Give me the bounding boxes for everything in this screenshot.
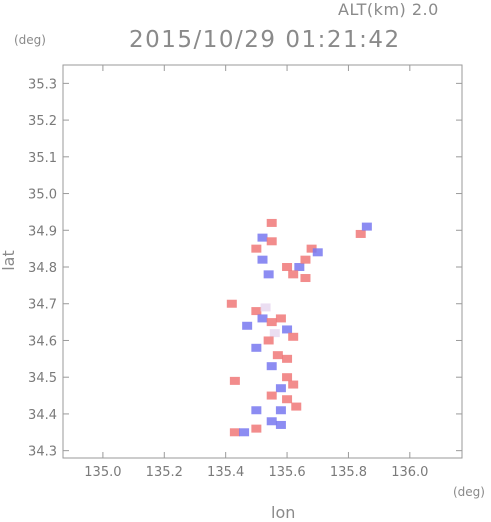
echo-cell xyxy=(282,373,293,382)
echo-cell xyxy=(282,395,293,404)
echo-cell xyxy=(275,384,286,393)
echo-cell xyxy=(251,307,262,316)
plot-frame xyxy=(62,64,463,459)
y-tick-label: 35.2 xyxy=(28,114,57,129)
datetime-title: 2015/10/29 01:21:42 xyxy=(129,27,401,53)
echo-cell xyxy=(275,420,286,429)
y-tick-label: 34.6 xyxy=(28,334,57,349)
y-tick-label: 34.8 xyxy=(28,261,57,276)
echo-cell xyxy=(282,325,293,334)
echo-cell xyxy=(266,237,277,246)
echo-cell xyxy=(226,299,237,308)
x-tick-label: 136.0 xyxy=(391,465,428,480)
echo-cell xyxy=(229,376,240,385)
echo-cell xyxy=(257,233,268,242)
y-tick-label: 34.7 xyxy=(28,298,57,313)
altitude-label: ALT(km) 2.0 xyxy=(338,0,439,19)
echo-cell xyxy=(306,244,317,253)
echo-cell xyxy=(294,263,305,272)
x-unit-label: (deg) xyxy=(453,485,485,499)
echo-cell xyxy=(266,417,277,426)
x-tick-label: 135.0 xyxy=(84,465,121,480)
echo-cell xyxy=(266,391,277,400)
echo-cell xyxy=(266,218,277,227)
y-tick-label: 34.9 xyxy=(28,224,57,239)
echo-cell xyxy=(300,255,311,264)
echo-cell xyxy=(361,222,372,231)
echo-cell xyxy=(275,314,286,323)
echo-cell xyxy=(272,351,283,360)
echo-cell xyxy=(263,336,274,345)
x-tick-label: 135.2 xyxy=(146,465,183,480)
axis-ticks: 135.0 135.2 135.4 135.6 135.8 136.0 34.3 34.4 34… xyxy=(28,65,462,480)
y-tick-label: 35.0 xyxy=(28,188,57,203)
echo-cell xyxy=(266,318,277,327)
echo-cell xyxy=(269,329,280,338)
echo-cell xyxy=(288,332,299,341)
y-tick-label: 35.1 xyxy=(28,151,57,166)
echo-cells xyxy=(226,218,372,437)
echo-cell xyxy=(282,263,293,272)
x-tick-label: 135.4 xyxy=(207,465,244,480)
echo-cell xyxy=(291,402,302,411)
echo-cell xyxy=(260,303,271,312)
echo-cell xyxy=(229,428,240,437)
y-tick-label: 34.5 xyxy=(28,371,57,386)
echo-cell xyxy=(355,229,366,238)
y-tick-label: 34.4 xyxy=(28,408,57,423)
echo-cell xyxy=(312,248,323,257)
y-tick-label: 35.3 xyxy=(28,77,57,92)
echo-cell xyxy=(300,274,311,283)
echo-cell xyxy=(251,424,262,433)
y-unit-label: (deg) xyxy=(14,33,46,47)
echo-cell xyxy=(275,406,286,415)
echo-cell xyxy=(257,314,268,323)
y-tick-label: 34.3 xyxy=(28,445,57,460)
echo-cell xyxy=(251,343,262,352)
x-tick-label: 135.6 xyxy=(268,465,305,480)
echo-cell xyxy=(288,270,299,279)
echo-cell xyxy=(239,428,250,437)
x-axis-label: lon xyxy=(271,503,296,522)
echo-cell xyxy=(288,380,299,389)
echo-cell xyxy=(266,362,277,371)
echo-cell xyxy=(282,354,293,363)
echo-cell xyxy=(251,244,262,253)
echo-cell xyxy=(251,406,262,415)
echo-cell xyxy=(242,321,253,330)
x-tick-label: 135.8 xyxy=(330,465,367,480)
echo-cell xyxy=(263,270,274,279)
echo-cell xyxy=(257,255,268,264)
